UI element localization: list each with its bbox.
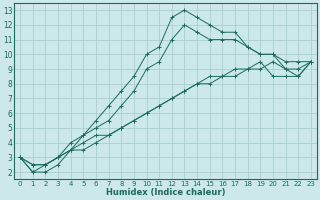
X-axis label: Humidex (Indice chaleur): Humidex (Indice chaleur) xyxy=(106,188,225,197)
